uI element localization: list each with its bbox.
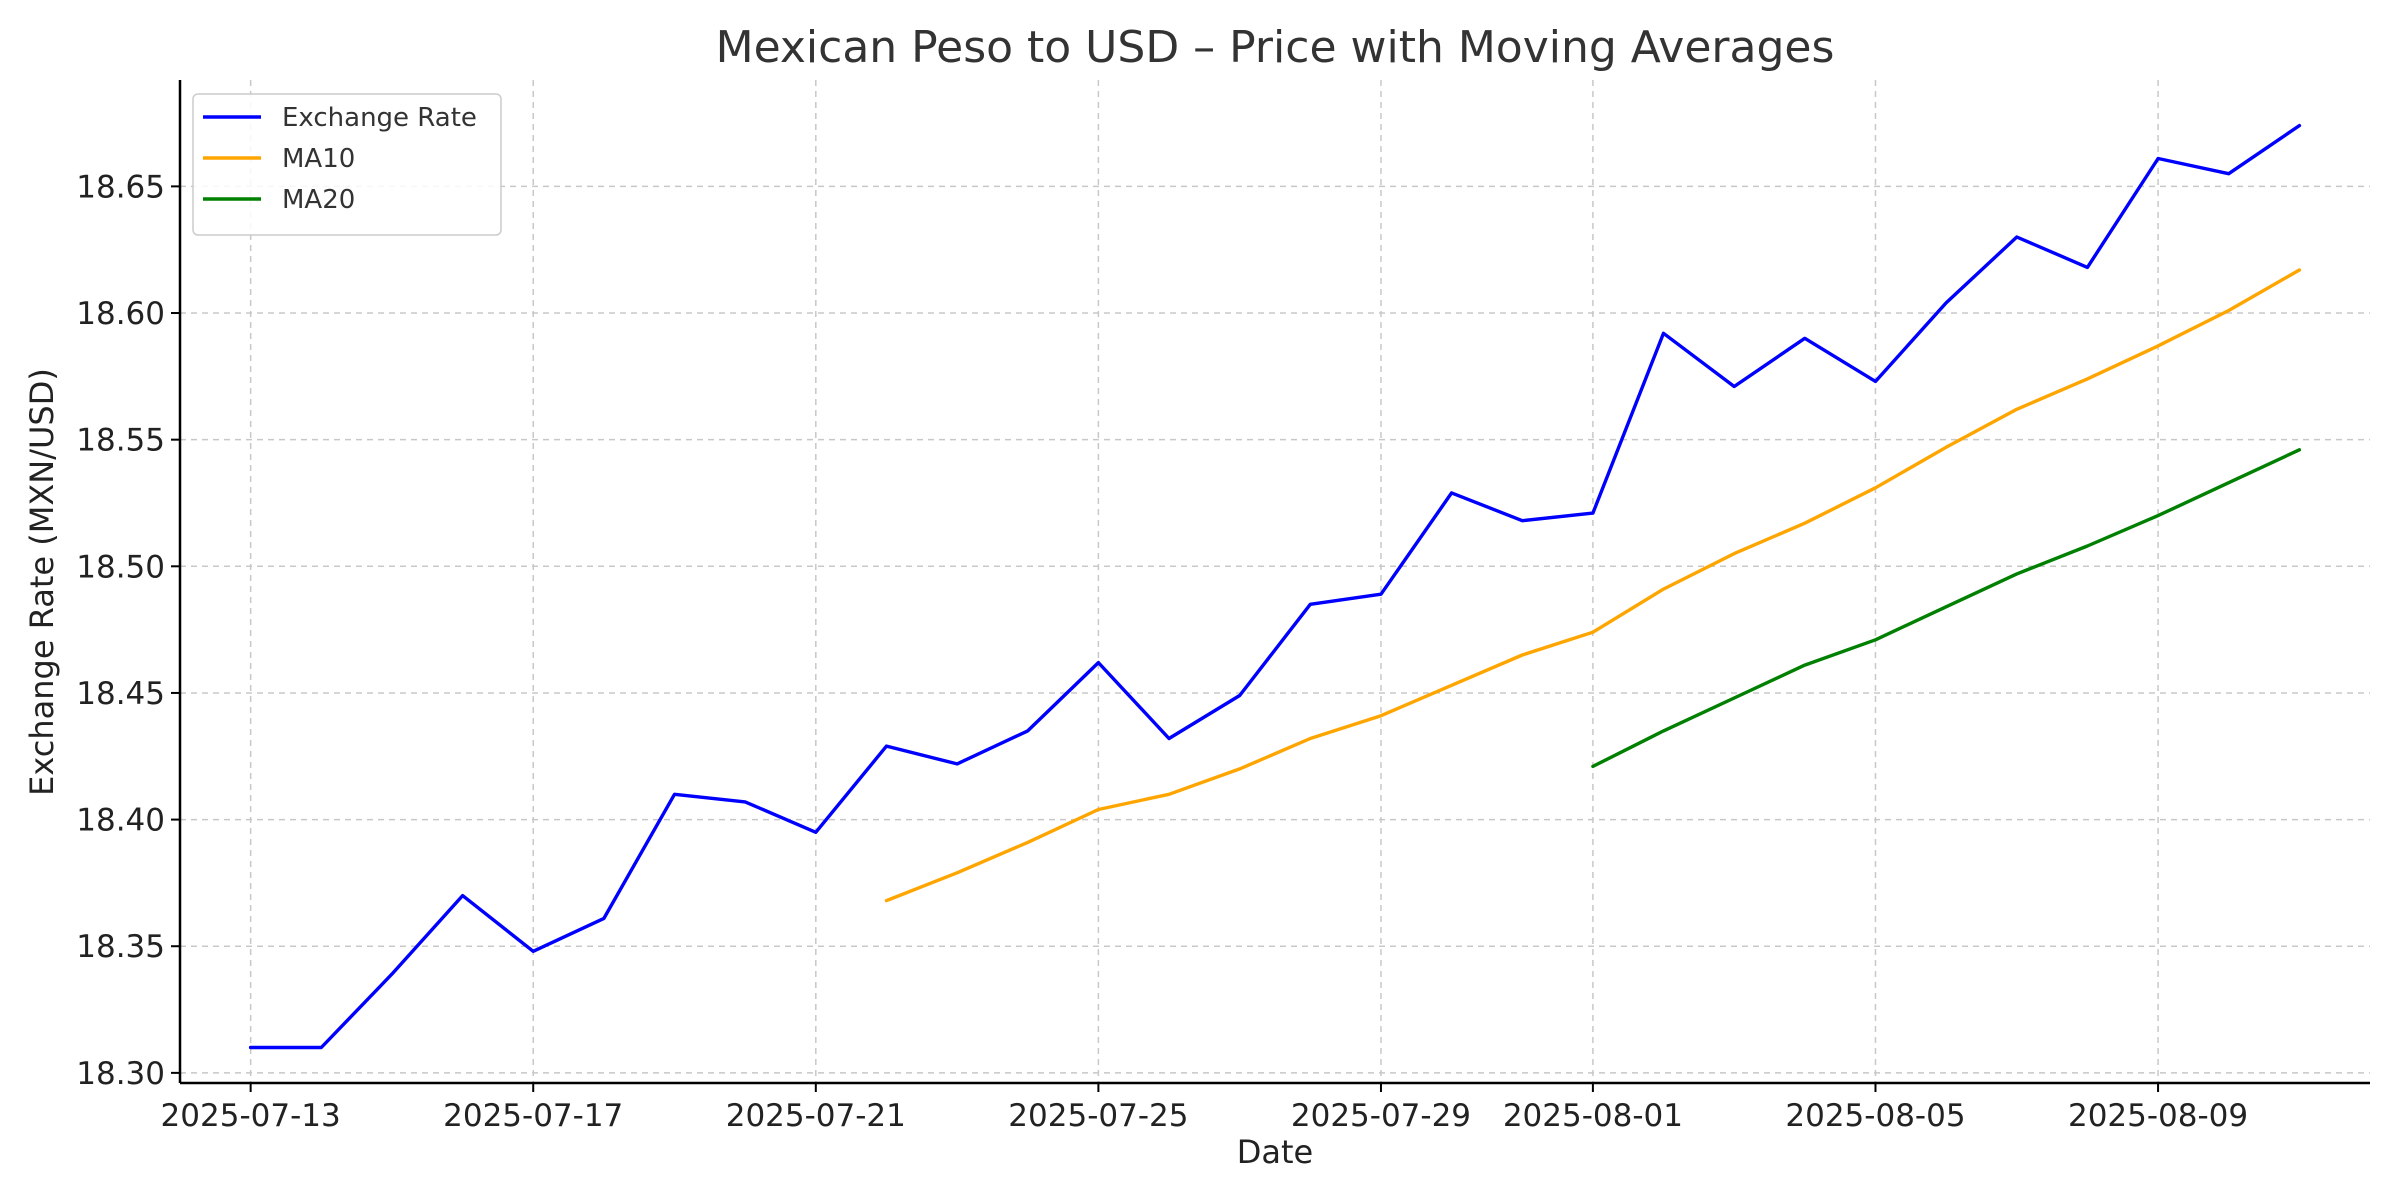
series-line-ma10: [884, 268, 2302, 903]
legend: Exchange Rate MA10 MA20: [192, 93, 502, 236]
x-tick-label: 2025-08-09: [2068, 1098, 2248, 1134]
y-tick-label: 18.45: [76, 676, 165, 712]
x-tick-label: 2025-07-21: [726, 1098, 906, 1134]
axes: 2025-07-13 2025-07-17 2025-07-21 2025-07-25…: [76, 80, 2370, 1134]
y-tick-label: 18.30: [76, 1056, 165, 1092]
legend-label-ma10: MA10: [282, 144, 355, 174]
series-lines: [248, 123, 2302, 1050]
y-tick-label: 18.40: [76, 803, 165, 839]
x-tick-label: 2025-07-25: [1008, 1098, 1188, 1134]
series-line-exchange-rate: [248, 123, 2302, 1050]
grid: [180, 80, 2370, 1083]
y-tick-label: 18.50: [76, 549, 165, 585]
x-tick-label: 2025-07-17: [443, 1098, 623, 1134]
legend-label-ma20: MA20: [282, 185, 355, 215]
x-tick-label: 2025-08-01: [1503, 1098, 1683, 1134]
y-tick-label: 18.55: [76, 423, 165, 459]
legend-label-exchange-rate: Exchange Rate: [282, 103, 477, 133]
y-tick-label: 18.35: [76, 929, 165, 965]
y-tick-label: 18.60: [76, 296, 165, 332]
x-tick-label: 2025-08-05: [1785, 1098, 1965, 1134]
x-tick-label: 2025-07-13: [161, 1098, 341, 1134]
y-axis-label: Exchange Rate (MXN/USD): [23, 368, 61, 796]
x-axis-label: Date: [1237, 1133, 1313, 1171]
series-line-ma20: [1591, 448, 2302, 769]
chart-title: Mexican Peso to USD – Price with Moving …: [716, 22, 1835, 73]
x-tick-label: 2025-07-29: [1291, 1098, 1471, 1134]
y-tick-label: 18.65: [76, 169, 165, 205]
legend-box: [192, 93, 502, 236]
